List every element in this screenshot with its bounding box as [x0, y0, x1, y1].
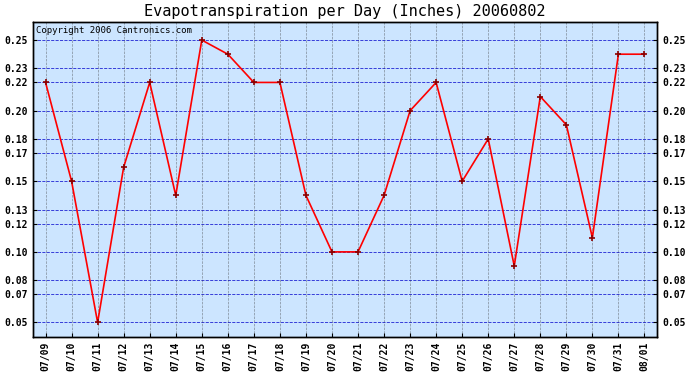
Text: Copyright 2006 Cantronics.com: Copyright 2006 Cantronics.com	[36, 27, 192, 36]
Title: Evapotranspiration per Day (Inches) 20060802: Evapotranspiration per Day (Inches) 2006…	[144, 4, 546, 19]
